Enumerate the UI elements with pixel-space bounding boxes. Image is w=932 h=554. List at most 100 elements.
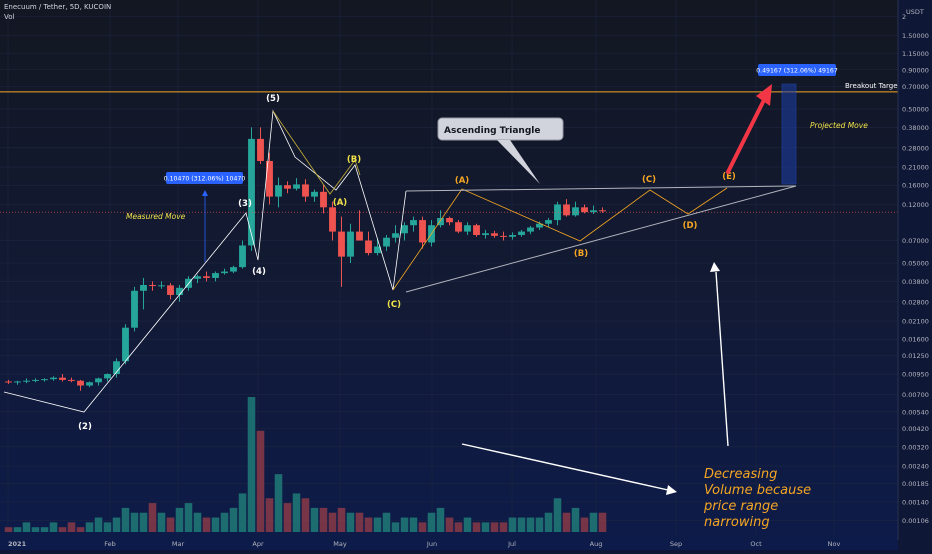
measured-move-box-text: 0.10470 (312.06%) 10470: [164, 176, 246, 183]
volume-bar: [337, 507, 346, 532]
y-tick-label: 0.90000: [902, 66, 929, 74]
volume-note-line: Decreasing: [704, 467, 777, 482]
y-tick-label: 0.00185: [902, 480, 929, 488]
volume-bar: [238, 493, 247, 532]
volume-bar: [211, 517, 220, 532]
grid: [0, 0, 898, 534]
y-tick-label: 1.50000: [902, 32, 929, 40]
candle-body: [374, 246, 381, 254]
price-axis-panel: [898, 0, 932, 550]
candle-body: [113, 361, 120, 375]
y-tick-label: 0.01600: [902, 336, 929, 344]
candle-body: [401, 225, 408, 234]
projected-box-text: 0.49167 (312.06%) 49167: [756, 68, 838, 75]
volume-bar: [94, 517, 103, 532]
volume-bar: [220, 512, 229, 532]
volume-bar: [499, 522, 508, 532]
volume-bar: [67, 522, 76, 532]
candle-body: [59, 377, 66, 380]
x-tick-label: Nov: [828, 540, 841, 548]
corrective-wave-path: [272, 110, 361, 195]
symbol-title: Enecuum / Tether, 5D, KUCOIN: [4, 3, 112, 11]
wave-label-a1: (A): [333, 198, 347, 208]
volume-bar: [454, 522, 463, 532]
y-tick-label: 0.00950: [902, 371, 929, 379]
volume-bar: [364, 517, 373, 532]
volume-bar: [49, 522, 58, 532]
measured-move-arrowhead: [202, 190, 208, 196]
y-tick-label: 0.70000: [902, 83, 929, 91]
wave-label-w5: (5): [266, 94, 280, 104]
volume-bar: [562, 512, 571, 532]
volume-bar: [40, 527, 49, 532]
y-tick-label: 0.00240: [902, 463, 929, 471]
y-tick-label: 0.05000: [902, 260, 929, 268]
candle-body: [347, 231, 354, 257]
y-tick-label: 0.02100: [902, 318, 929, 326]
candle-body: [365, 240, 372, 254]
volume-arrow-up: [715, 271, 729, 447]
triangle-wave-path: [392, 187, 728, 291]
x-tick-label: Feb: [104, 540, 116, 548]
y-tick-label: 2: [902, 13, 906, 21]
elliott-wave-path: [3, 109, 407, 413]
candle-body: [491, 233, 498, 236]
volume-bar: [175, 507, 184, 532]
measured-move-box: [166, 172, 243, 184]
overlays: Breakout Target0.646300.1070007:38:47(2)…: [0, 64, 932, 530]
volume-bar: [328, 512, 337, 532]
breakout-arrow-shaft: [726, 98, 766, 174]
volume-bar: [256, 430, 265, 532]
volume-bar: [193, 512, 202, 532]
wave-label-w4: (4): [252, 267, 266, 277]
volume-bar: [346, 512, 355, 532]
wave-label-b2: (B): [574, 249, 588, 259]
wave-label-c2: (C): [642, 175, 656, 185]
volume-bar: [463, 517, 472, 532]
candle-body: [311, 191, 318, 197]
volume-bar: [373, 517, 382, 532]
candle-body: [545, 220, 552, 224]
candle-body: [419, 220, 426, 243]
wave-label-e2: (E): [722, 172, 736, 182]
volume-bar: [13, 527, 22, 532]
x-tick-label: Apr: [252, 540, 264, 548]
volume-bar: [103, 522, 112, 532]
projected-move-box: [781, 83, 797, 185]
volume-bar: [157, 512, 166, 532]
candle-body: [554, 204, 561, 221]
volume-bar: [508, 517, 517, 532]
volume-bar: [400, 517, 409, 532]
volume-bar: [265, 498, 274, 532]
y-tick-label: 0.00140: [902, 499, 929, 507]
candle-body: [122, 327, 129, 362]
candle-body: [23, 380, 30, 382]
volume-bar: [292, 493, 301, 532]
candle-body: [284, 185, 291, 189]
volume-bar: [580, 517, 589, 532]
volume-note-line: Volume because: [704, 483, 811, 498]
volume-bar: [589, 512, 598, 532]
candle-body: [14, 381, 21, 383]
candle-body: [275, 185, 282, 197]
candle-body: [194, 276, 201, 279]
candle-body: [338, 231, 345, 257]
volume-bar: [544, 512, 553, 532]
candle-body: [509, 235, 516, 237]
candle-body: [203, 276, 210, 278]
y-tick-label: 0.00106: [902, 517, 929, 525]
volume-bar: [310, 507, 319, 532]
volume-bar: [490, 522, 499, 532]
volume-bar: [112, 517, 121, 532]
y-tick-label: 0.00540: [902, 408, 929, 416]
volume-bar: [166, 517, 175, 532]
candle-body: [248, 138, 255, 246]
volume-indicator-label[interactable]: Vol: [4, 13, 15, 21]
candle-body: [455, 222, 462, 232]
volume-bar: [274, 474, 283, 532]
y-tick-label: 0.28000: [902, 144, 929, 152]
volume-bar: [76, 527, 85, 532]
volume-bar: [229, 507, 238, 532]
